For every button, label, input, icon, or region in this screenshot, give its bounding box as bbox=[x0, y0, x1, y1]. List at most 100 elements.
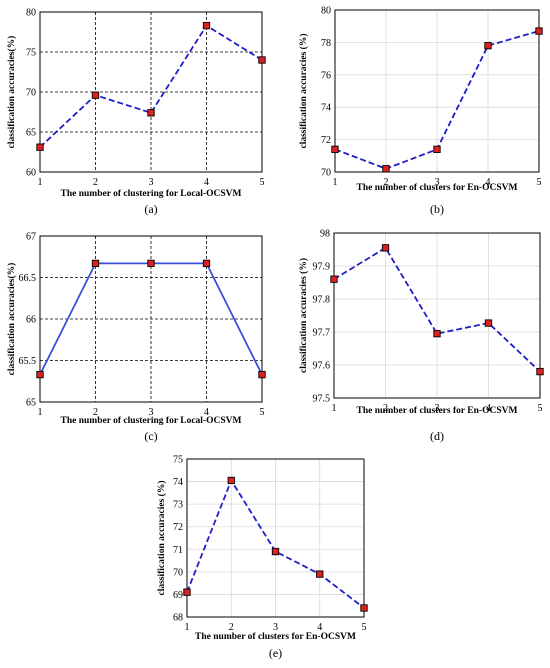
data-point bbox=[382, 165, 390, 173]
y-tick-label: 97.7 bbox=[313, 328, 331, 339]
panel-caption: (a) bbox=[144, 202, 157, 216]
panel-caption: (b) bbox=[430, 202, 444, 216]
y-tick-label: 70 bbox=[173, 567, 183, 578]
x-tick-label: 5 bbox=[362, 622, 367, 633]
plot-frame bbox=[334, 9, 540, 173]
y-tick-label: 97.5 bbox=[313, 394, 331, 405]
y-tick-label: 66.5 bbox=[19, 273, 37, 284]
x-tick-label: 2 bbox=[383, 403, 388, 414]
data-point bbox=[202, 259, 211, 268]
y-tick-label: 97.8 bbox=[313, 295, 331, 306]
x-tick-label: 4 bbox=[317, 622, 322, 633]
x-tick-label: 1 bbox=[38, 407, 43, 418]
chart-panel-e: 1 2 3 4 5 68 69 70 71 72 73 74 75 The number of clust… bbox=[156, 455, 368, 660]
data-point bbox=[360, 604, 368, 612]
y-tick-label: 75 bbox=[26, 48, 36, 59]
y-tick-label: 65 bbox=[26, 398, 36, 409]
x-tick-label: 5 bbox=[260, 407, 265, 418]
data-point bbox=[36, 370, 44, 379]
data-point bbox=[147, 259, 155, 268]
x-tick-label: 1 bbox=[333, 177, 338, 188]
plot-frame bbox=[39, 235, 263, 403]
x-tick-label: 1 bbox=[332, 403, 337, 414]
x-tick-label: 3 bbox=[435, 177, 440, 188]
y-tick-label: 97.9 bbox=[313, 262, 331, 273]
y-tick-label: 66 bbox=[26, 315, 36, 326]
x-tick-label: 5 bbox=[537, 177, 542, 188]
y-tick-label: 78 bbox=[321, 38, 331, 49]
data-point bbox=[183, 588, 191, 596]
y-tick-label: 60 bbox=[26, 168, 36, 179]
y-tick-label: 65 bbox=[26, 128, 36, 139]
series-line bbox=[39, 24, 263, 148]
y-axis-label: classification accuracies (%) bbox=[156, 480, 167, 595]
x-axis-label: The number of clusters for En-OCSVM bbox=[357, 183, 518, 193]
y-tick-label: 74 bbox=[173, 477, 183, 488]
x-tick-label: 3 bbox=[149, 407, 154, 418]
chart-panel-a: 1 2 3 4 5 60 65 70 75 80 The number of clustering … bbox=[6, 8, 266, 216]
data-point bbox=[227, 476, 235, 485]
data-point bbox=[36, 143, 44, 151]
x-tick-label: 4 bbox=[204, 407, 209, 418]
x-axis-label: The number of clusters for En-OCSVM bbox=[357, 406, 518, 416]
y-tick-label: 75 bbox=[173, 455, 183, 466]
x-tick-label: 3 bbox=[273, 622, 278, 633]
plot-frame bbox=[186, 458, 365, 618]
data-point bbox=[330, 275, 338, 283]
y-tick-label: 98 bbox=[320, 229, 330, 240]
y-tick-label: 72 bbox=[321, 135, 331, 146]
y-tick-label: 67 bbox=[26, 232, 36, 243]
data-point bbox=[147, 109, 155, 117]
data-point bbox=[433, 145, 441, 153]
y-tick-label: 69 bbox=[173, 590, 183, 601]
x-tick-label: 3 bbox=[435, 403, 440, 414]
y-axis-label: classification accuracies (%) bbox=[298, 258, 309, 373]
x-tick-label: 2 bbox=[93, 407, 98, 418]
x-tick-label: 2 bbox=[229, 622, 234, 633]
x-tick-label: 2 bbox=[384, 177, 389, 188]
x-tick-label: 4 bbox=[486, 177, 491, 188]
x-tick-label: 2 bbox=[93, 177, 98, 188]
data-point bbox=[202, 21, 211, 30]
y-tick-label: 70 bbox=[26, 88, 36, 99]
x-axis-label: The number of clusters for En-OCSVM bbox=[195, 632, 356, 642]
chart-panel-d: 1 2 3 4 5 97.5 97.6 97.7 97.8 97.9 98 The number of… bbox=[298, 229, 544, 443]
x-axis-label: The number of clustering for Local-OCSVM bbox=[61, 189, 242, 199]
x-tick-label: 4 bbox=[204, 177, 209, 188]
x-tick-label: 5 bbox=[538, 403, 543, 414]
data-point bbox=[91, 259, 100, 268]
data-point bbox=[258, 370, 266, 379]
x-tick-label: 1 bbox=[185, 622, 190, 633]
x-tick-label: 3 bbox=[149, 177, 154, 188]
y-tick-label: 71 bbox=[173, 545, 183, 556]
y-tick-label: 70 bbox=[321, 168, 331, 179]
data-point bbox=[271, 547, 280, 556]
chart-panel-c: 1 2 3 4 5 65 65.5 66 66.5 67 The number of cluster… bbox=[6, 232, 266, 443]
data-point bbox=[91, 91, 100, 99]
y-axis-label: classification accuracies(%) bbox=[6, 263, 17, 376]
y-tick-label: 65.5 bbox=[19, 356, 37, 367]
panel-caption: (e) bbox=[269, 646, 282, 660]
x-tick-label: 4 bbox=[486, 403, 491, 414]
data-point bbox=[535, 27, 543, 35]
data-point bbox=[484, 41, 492, 50]
y-tick-label: 74 bbox=[321, 103, 331, 114]
y-tick-label: 72 bbox=[173, 522, 183, 533]
series-line bbox=[333, 246, 541, 373]
data-point bbox=[433, 330, 441, 338]
y-tick-label: 97.6 bbox=[313, 361, 331, 372]
data-point bbox=[484, 319, 493, 327]
data-point bbox=[331, 145, 339, 153]
plot-frame bbox=[39, 11, 263, 173]
x-tick-label: 1 bbox=[38, 177, 43, 188]
panel-caption: (d) bbox=[430, 429, 444, 443]
plot-frame bbox=[333, 232, 541, 399]
x-tick-label: 5 bbox=[260, 177, 265, 188]
x-axis-label: The number of clustering for Local-OCSVM bbox=[61, 416, 242, 426]
data-point bbox=[381, 244, 390, 252]
data-point bbox=[536, 367, 544, 376]
y-tick-label: 68 bbox=[173, 613, 183, 624]
y-tick-label: 76 bbox=[321, 70, 331, 81]
y-axis-label: classification accuracies(%) bbox=[6, 36, 17, 149]
